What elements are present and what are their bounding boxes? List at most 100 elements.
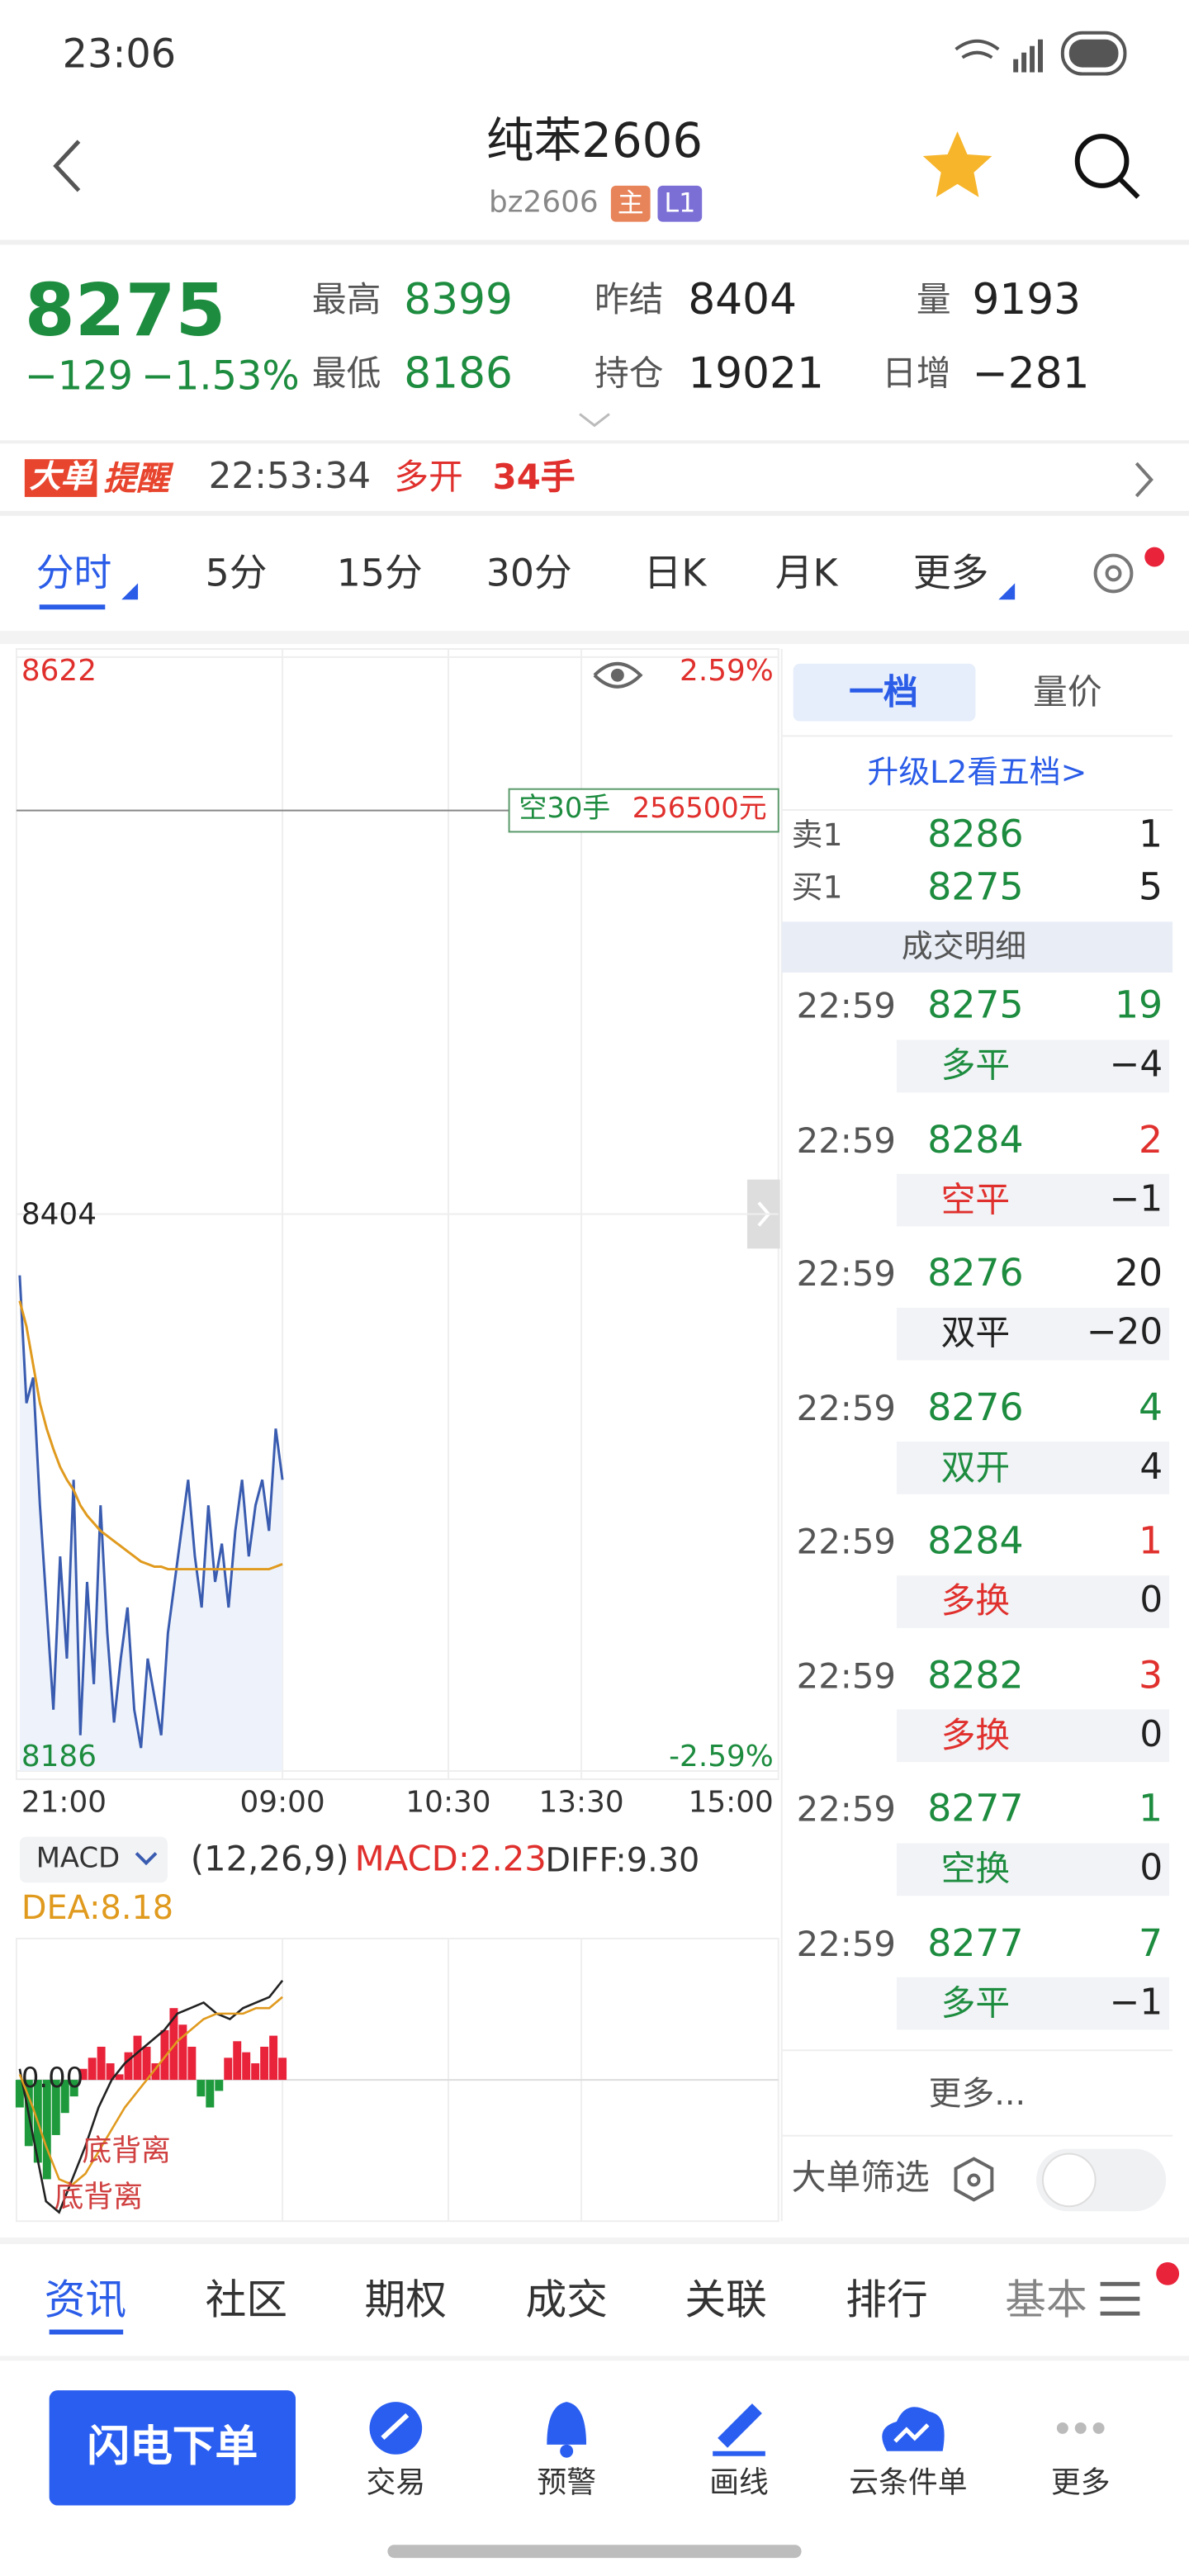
trade-time: 22:59 bbox=[796, 1924, 897, 1963]
bottom-tab[interactable]: 排行 bbox=[846, 2275, 928, 2324]
bottom-tab[interactable]: 期权 bbox=[364, 2275, 448, 2324]
macd-bar bbox=[251, 2063, 260, 2081]
macd-bar bbox=[51, 2080, 60, 2135]
trade-delta: 0 bbox=[1139, 1580, 1163, 1622]
divider bbox=[0, 2356, 1189, 2361]
trade-type: 双平 bbox=[940, 1313, 1011, 1353]
nav-item[interactable]: 画线 bbox=[709, 2465, 769, 2501]
filter-label: 大单筛选 bbox=[791, 2157, 930, 2198]
macd-bar bbox=[60, 2080, 69, 2114]
trade-price: 8275 bbox=[927, 984, 1024, 1028]
trade-icon bbox=[369, 2402, 423, 2455]
trade-price: 8276 bbox=[927, 1252, 1024, 1295]
trade-delta: −4 bbox=[1109, 1044, 1163, 1087]
tab-underline bbox=[39, 604, 106, 610]
nav-item[interactable]: 云条件单 bbox=[849, 2465, 968, 2501]
period-tab[interactable]: 5分 bbox=[205, 552, 268, 596]
series-line bbox=[18, 1300, 283, 1571]
trade-qty: 19 bbox=[1114, 984, 1163, 1028]
trade-type: 多换 bbox=[940, 1581, 1011, 1621]
book-tab[interactable]: 量价 bbox=[1033, 672, 1102, 713]
book-qty: 5 bbox=[1139, 866, 1163, 910]
macd-bar bbox=[169, 2008, 178, 2081]
badge: 主 bbox=[610, 185, 651, 222]
period-tab[interactable]: 分时 bbox=[36, 552, 112, 596]
bottom-tab-underline bbox=[49, 2329, 124, 2335]
bottom-tab[interactable]: 资讯 bbox=[44, 2275, 127, 2324]
quick-order-button[interactable] bbox=[49, 2390, 296, 2506]
settings-button[interactable] bbox=[1093, 547, 1165, 594]
trade-price: 8276 bbox=[927, 1386, 1024, 1430]
cloud-icon bbox=[882, 2407, 945, 2451]
x-tick-label: 15:00 bbox=[688, 1785, 774, 1821]
trade-type: 空平 bbox=[940, 1179, 1011, 1219]
macd-bar bbox=[88, 2057, 97, 2081]
macd-bar bbox=[242, 2052, 251, 2081]
trade-time: 22:59 bbox=[796, 1522, 897, 1562]
macd-line bbox=[18, 1996, 283, 2186]
book-qty: 1 bbox=[1139, 813, 1163, 857]
nav-item[interactable]: 交易 bbox=[366, 2465, 426, 2501]
draw-icon bbox=[713, 2403, 765, 2456]
macd-bar bbox=[142, 2046, 151, 2081]
macd-bar bbox=[269, 2035, 278, 2081]
period-tab[interactable]: 30分 bbox=[486, 552, 572, 596]
alert-chevron[interactable] bbox=[1135, 462, 1153, 498]
annotation: 底背离 bbox=[54, 2180, 144, 2215]
period-tab[interactable]: 日K bbox=[643, 552, 707, 596]
trades-header-bg bbox=[781, 921, 1173, 973]
zero-label: 0.00 bbox=[21, 2062, 84, 2095]
trade-qty: 7 bbox=[1139, 1922, 1163, 1965]
period-tab[interactable]: 月K bbox=[775, 552, 838, 596]
indicator-select[interactable] bbox=[19, 1836, 168, 1883]
quick-order-label[interactable]: 闪电下单 bbox=[87, 2422, 258, 2473]
more-icon bbox=[1056, 2422, 1105, 2434]
tabs-menu[interactable] bbox=[1100, 2261, 1180, 2316]
macd-value: MACD:2.23 bbox=[354, 1839, 547, 1879]
bottom-tab[interactable]: 基本 bbox=[1005, 2275, 1087, 2324]
alarm-icon bbox=[547, 2402, 587, 2458]
x-tick-label: 10:30 bbox=[405, 1785, 491, 1821]
trade-qty: 1 bbox=[1139, 1788, 1163, 1831]
trades-more[interactable]: 更多... bbox=[928, 2073, 1026, 2113]
nav-item[interactable]: 更多 bbox=[1050, 2465, 1111, 2501]
filter-toggle[interactable] bbox=[1036, 2148, 1167, 2212]
macd-bar bbox=[124, 2052, 133, 2081]
book-tab[interactable]: 一档 bbox=[849, 672, 918, 713]
expand-chevron[interactable] bbox=[579, 413, 610, 428]
trade-sub-bg bbox=[896, 1173, 1170, 1227]
trade-sub-bg bbox=[896, 1307, 1170, 1361]
diff-value: DIFF:9.30 bbox=[545, 1840, 700, 1880]
nav-item[interactable]: 预警 bbox=[537, 2465, 596, 2501]
trade-type: 多平 bbox=[940, 1982, 1011, 2023]
period-tab[interactable]: 更多 bbox=[912, 552, 989, 596]
macd-bar bbox=[160, 2029, 169, 2081]
macd-bar bbox=[69, 2080, 78, 2097]
bottom-tab[interactable]: 社区 bbox=[205, 2275, 288, 2324]
macd-bar bbox=[178, 2024, 187, 2081]
tab-selected-bg bbox=[793, 663, 976, 722]
status-icons bbox=[955, 31, 1127, 76]
stat-label: 最低 bbox=[311, 353, 381, 394]
search-button[interactable] bbox=[1074, 134, 1140, 199]
divider bbox=[0, 239, 1189, 245]
series-line bbox=[18, 1275, 284, 1749]
bottom-tab[interactable]: 关联 bbox=[685, 2275, 767, 2324]
x-tick-label: 13:30 bbox=[538, 1785, 624, 1821]
trade-qty: 3 bbox=[1139, 1654, 1163, 1698]
filter-icon bbox=[954, 2157, 994, 2202]
alert-tag: 提醒 bbox=[103, 458, 169, 498]
trade-sub-bg bbox=[896, 1442, 1170, 1494]
period-tab[interactable]: 15分 bbox=[336, 552, 423, 596]
trade-delta: −1 bbox=[1109, 1982, 1163, 2024]
eye-icon[interactable] bbox=[593, 662, 643, 689]
upgrade-link[interactable]: 升级L2看五档> bbox=[867, 755, 1087, 792]
macd-bar bbox=[215, 2080, 224, 2091]
divider bbox=[0, 631, 1189, 645]
bottom-tab[interactable]: 成交 bbox=[525, 2275, 608, 2324]
trade-delta: 0 bbox=[1139, 1714, 1163, 1756]
back-button[interactable] bbox=[53, 140, 81, 192]
favorite-star[interactable] bbox=[922, 131, 992, 197]
y-tick-label: 8404 bbox=[21, 1197, 97, 1233]
